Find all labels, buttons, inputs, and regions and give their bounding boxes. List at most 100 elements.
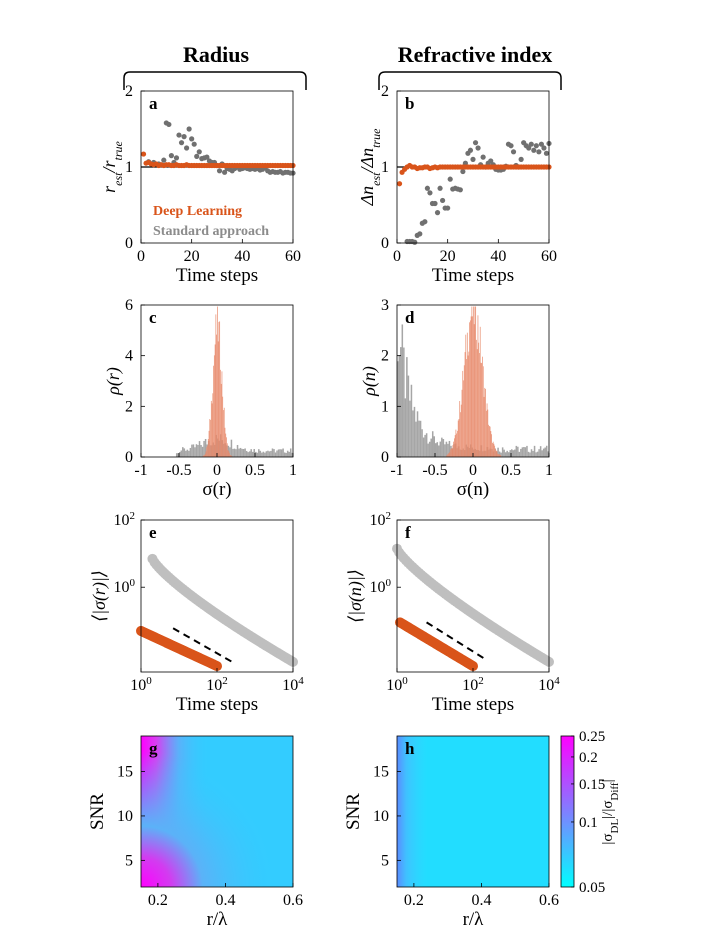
standard-point — [508, 143, 514, 149]
hist-bar-standard — [444, 444, 446, 457]
hist-bar-dl — [458, 419, 460, 457]
standard-point — [528, 141, 534, 147]
hist-bar-standard — [515, 445, 518, 457]
standard-point — [510, 149, 517, 155]
hist-bar-dl — [207, 445, 208, 457]
hist-bar-standard — [418, 420, 420, 457]
hist-bar-dl — [207, 439, 209, 457]
hist-bar-standard — [265, 451, 268, 457]
x-tick-label: 0.5 — [501, 462, 521, 479]
hist-bar-standard — [523, 447, 525, 457]
y-tick-label: 0 — [125, 449, 133, 466]
hist-bar-dl — [226, 437, 227, 457]
hist-bar-dl — [215, 314, 217, 457]
hist-bar-standard — [501, 447, 504, 457]
hist-bar-standard — [279, 449, 281, 457]
hist-bar-standard — [425, 433, 428, 457]
hist-bar-dl — [463, 380, 464, 457]
hist-bar-standard — [264, 452, 266, 457]
x-tick-label: 40 — [234, 248, 250, 265]
hist-bar-dl — [218, 321, 220, 457]
hist-bar-standard — [435, 443, 437, 457]
hist-bar-dl — [219, 321, 221, 457]
standard-point — [186, 126, 192, 132]
hist-bar-dl — [212, 393, 214, 457]
y-tick-label: 102 — [114, 510, 136, 529]
hist-bar-standard — [544, 447, 546, 457]
hist-bar-dl — [214, 344, 216, 457]
hist-bar-standard — [542, 448, 545, 457]
hist-bar-dl — [471, 306, 473, 457]
hist-bar-dl — [464, 352, 466, 457]
hist-bar-standard — [276, 450, 278, 457]
y-axis-label: ρ(n) — [359, 366, 380, 397]
x-axis-label: r/λ — [207, 909, 229, 930]
standard-point — [424, 185, 430, 191]
standard-point — [538, 141, 545, 147]
hist-bar-standard — [445, 441, 448, 457]
hist-bar-standard — [248, 451, 251, 457]
x-tick-label: 40 — [490, 248, 506, 265]
hist-bar-dl — [229, 454, 231, 457]
hist-bar-standard — [274, 452, 277, 457]
hist-bar-standard — [530, 449, 533, 457]
hist-bar-standard — [520, 448, 522, 457]
hist-bar-standard — [545, 445, 548, 457]
hist-bar-standard — [532, 450, 534, 457]
standard-point — [541, 145, 547, 151]
hist-bar-standard — [179, 452, 181, 457]
hist-bar-standard — [201, 446, 204, 457]
hist-bar-standard — [270, 450, 272, 457]
dl-point — [468, 661, 478, 672]
hist-bar-dl — [485, 410, 487, 457]
hist-bar-standard — [524, 447, 527, 457]
hist-bar-dl — [495, 448, 496, 457]
hist-bar-standard — [536, 451, 539, 457]
hist-bar-standard — [428, 441, 431, 457]
hist-bar-standard — [503, 449, 505, 457]
x-tick-label: 0 — [469, 462, 477, 479]
x-axis-label: Time steps — [176, 265, 258, 286]
hist-bar-standard — [232, 448, 234, 457]
standard-point — [184, 145, 190, 151]
panel-label: f — [405, 523, 411, 542]
hist-bar-dl — [457, 420, 459, 457]
hist-bar-dl — [493, 443, 495, 457]
hist-bar-standard — [512, 450, 515, 457]
hist-bar-dl — [488, 425, 490, 457]
hist-bar-standard — [229, 447, 231, 457]
hist-bar-dl — [455, 429, 457, 457]
hist-bar-dl — [491, 434, 492, 457]
x-tick-label: 0 — [393, 248, 401, 265]
y-axis-label: rest/rtrue — [99, 140, 125, 192]
x-tick-label: 0.5 — [245, 462, 265, 479]
hist-bar-dl — [494, 445, 496, 457]
hist-bar-standard — [500, 452, 502, 457]
standard-point — [168, 153, 174, 159]
panel-b: 0 20 40 60 0 1 2b Time steps Δnest/Δntrue — [357, 83, 557, 286]
hist-bar-standard — [197, 444, 199, 457]
hist-bar-standard — [282, 448, 284, 457]
hist-bar-standard — [239, 447, 242, 457]
hist-bar-standard — [442, 439, 445, 457]
standard-point — [417, 231, 423, 237]
panel-label: h — [405, 739, 415, 758]
colorbar-tick-label: 0.25 — [579, 729, 605, 745]
hist-bar-standard — [259, 450, 262, 457]
hist-bar-dl — [224, 427, 226, 457]
hist-bar-standard — [507, 452, 510, 457]
y-tick-label: 15 — [373, 764, 389, 781]
panel-label: c — [149, 308, 157, 327]
x-tick-label: 0.4 — [471, 892, 491, 909]
hist-bar-dl — [490, 431, 492, 457]
hist-bar-dl — [211, 403, 213, 457]
x-tick-label: 102 — [206, 675, 228, 694]
heatmap-shading — [141, 736, 293, 887]
hist-bar-dl — [451, 448, 453, 457]
hist-bar-standard — [191, 444, 193, 457]
y-tick-label: 5 — [381, 852, 389, 869]
x-axis-label: σ(n) — [457, 479, 489, 500]
hist-bar-dl — [489, 426, 491, 457]
hist-bar-standard — [241, 448, 243, 457]
hist-bar-dl — [486, 403, 488, 457]
